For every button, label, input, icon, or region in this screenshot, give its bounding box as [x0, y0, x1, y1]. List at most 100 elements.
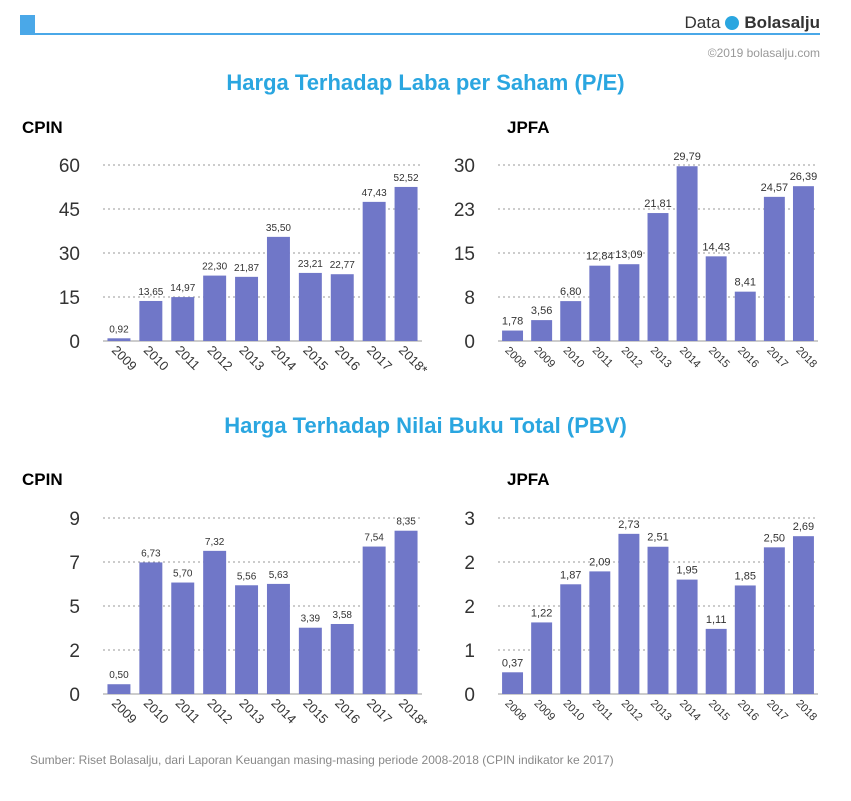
data-label: 5,70: [173, 569, 193, 580]
x-tick-label: 2017: [364, 343, 395, 374]
x-tick-label: 2011: [590, 345, 615, 370]
x-tick-label: 2010: [141, 696, 172, 727]
chart-title-cpin-pe: CPIN: [22, 118, 63, 137]
x-tick-label: 2014: [677, 345, 703, 371]
y-tick-label: 30: [59, 244, 80, 265]
data-label: 5,56: [237, 571, 257, 582]
data-label: 3,39: [301, 614, 321, 625]
x-tick-label: 2015: [300, 343, 331, 374]
data-label: 1,87: [560, 569, 581, 581]
x-tick-label: 2016: [332, 343, 363, 374]
x-tick-label: 2016: [735, 345, 761, 371]
data-label: 13,65: [138, 287, 163, 298]
bar-jpfa-pbv: [502, 672, 524, 694]
x-tick-label: 2017: [764, 698, 790, 724]
bar-cpin-pbv: [107, 684, 131, 694]
data-label: 1,22: [531, 607, 552, 619]
bar-jpfa-pbv: [618, 533, 640, 694]
bar-jpfa-pe: [734, 291, 756, 341]
data-label: 6,80: [560, 286, 581, 298]
bar-cpin-pe: [298, 272, 322, 341]
x-tick-label: 2012: [205, 343, 236, 374]
x-tick-label: 2012: [205, 696, 236, 727]
data-label: 22,77: [330, 260, 355, 271]
data-label: 14,97: [170, 283, 195, 294]
x-tick-label: 2013: [236, 696, 267, 727]
bar-cpin-pbv: [235, 585, 259, 694]
x-tick-label: 2018: [793, 698, 819, 724]
data-label: 52,52: [394, 173, 419, 184]
bar-cpin-pe: [235, 276, 259, 341]
x-tick-label: 2014: [268, 696, 299, 727]
y-tick-label: 15: [59, 288, 80, 309]
bar-jpfa-pe: [705, 256, 727, 341]
x-tick-label: 2018*: [396, 343, 431, 378]
x-tick-label: 2013: [648, 345, 674, 371]
x-tick-label: 2011: [590, 698, 615, 723]
brand-logo: Data Bolasalju: [684, 13, 820, 33]
x-tick-label: 2011: [173, 696, 203, 726]
snowball-icon: [725, 16, 740, 30]
x-tick-label: 2013: [648, 698, 674, 724]
data-label: 0,37: [502, 657, 523, 669]
bar-cpin-pbv: [362, 546, 386, 694]
bar-jpfa-pe: [589, 265, 611, 341]
source-note: Sumber: Riset Bolasalju, dari Laporan Ke…: [30, 753, 614, 767]
bar-cpin-pe: [394, 186, 418, 341]
data-label: 3,56: [531, 305, 552, 317]
x-tick-label: 2009: [532, 345, 558, 371]
data-label: 3,58: [333, 610, 353, 621]
data-label: 7,54: [364, 533, 384, 544]
bar-jpfa-pbv: [676, 579, 698, 694]
data-label: 22,30: [202, 262, 227, 273]
x-tick-label: 2008: [502, 345, 528, 371]
bar-cpin-pe: [107, 338, 131, 341]
x-tick-label: 2012: [619, 698, 645, 724]
data-label: 24,57: [761, 182, 789, 194]
y-tick-label: 9: [69, 509, 80, 530]
bar-cpin-pbv: [330, 623, 354, 694]
data-label: 21,87: [234, 263, 259, 274]
y-tick-label: 3: [464, 509, 475, 530]
bar-jpfa-pbv: [705, 628, 727, 694]
bar-cpin-pbv: [139, 562, 163, 694]
x-tick-label: 2016: [735, 698, 761, 724]
data-label: 2,73: [618, 519, 639, 531]
bar-cpin-pe: [171, 297, 195, 341]
bar-jpfa-pe: [792, 186, 814, 341]
x-tick-label: 2009: [109, 696, 140, 727]
y-tick-label: 0: [69, 685, 80, 706]
x-tick-label: 2010: [141, 343, 172, 374]
x-tick-label: 2018: [793, 345, 819, 371]
y-tick-label: 45: [59, 200, 80, 221]
copyright: ©2019 bolasalju.com: [707, 46, 820, 60]
y-tick-label: 60: [59, 156, 80, 177]
header-accent-block: [20, 15, 35, 34]
y-tick-label: 0: [69, 332, 80, 353]
bar-jpfa-pbv: [560, 584, 582, 694]
y-tick-label: 15: [454, 244, 475, 265]
x-tick-label: 2015: [300, 696, 331, 727]
bar-jpfa-pbv: [647, 546, 669, 694]
y-tick-label: 23: [454, 200, 475, 221]
data-label: 8,41: [735, 277, 756, 289]
bar-jpfa-pe: [502, 330, 524, 341]
data-label: 6,73: [141, 548, 161, 559]
x-tick-label: 2010: [561, 345, 587, 371]
chart-title-jpfa-pe: JPFA: [507, 118, 550, 137]
bar-cpin-pbv: [171, 582, 195, 694]
data-label: 8,35: [396, 517, 416, 528]
bar-jpfa-pe: [647, 213, 669, 341]
x-tick-label: 2008: [502, 698, 528, 724]
data-label: 1,95: [676, 565, 697, 577]
bar-jpfa-pbv: [792, 536, 814, 694]
y-tick-label: 30: [454, 156, 475, 177]
data-label: 1,85: [735, 570, 756, 582]
bar-jpfa-pbv: [763, 547, 785, 694]
data-label: 0,50: [109, 670, 129, 681]
x-tick-label: 2014: [677, 698, 703, 724]
bar-cpin-pbv: [394, 530, 418, 694]
data-label: 14,43: [702, 241, 730, 253]
x-tick-label: 2010: [561, 698, 587, 724]
